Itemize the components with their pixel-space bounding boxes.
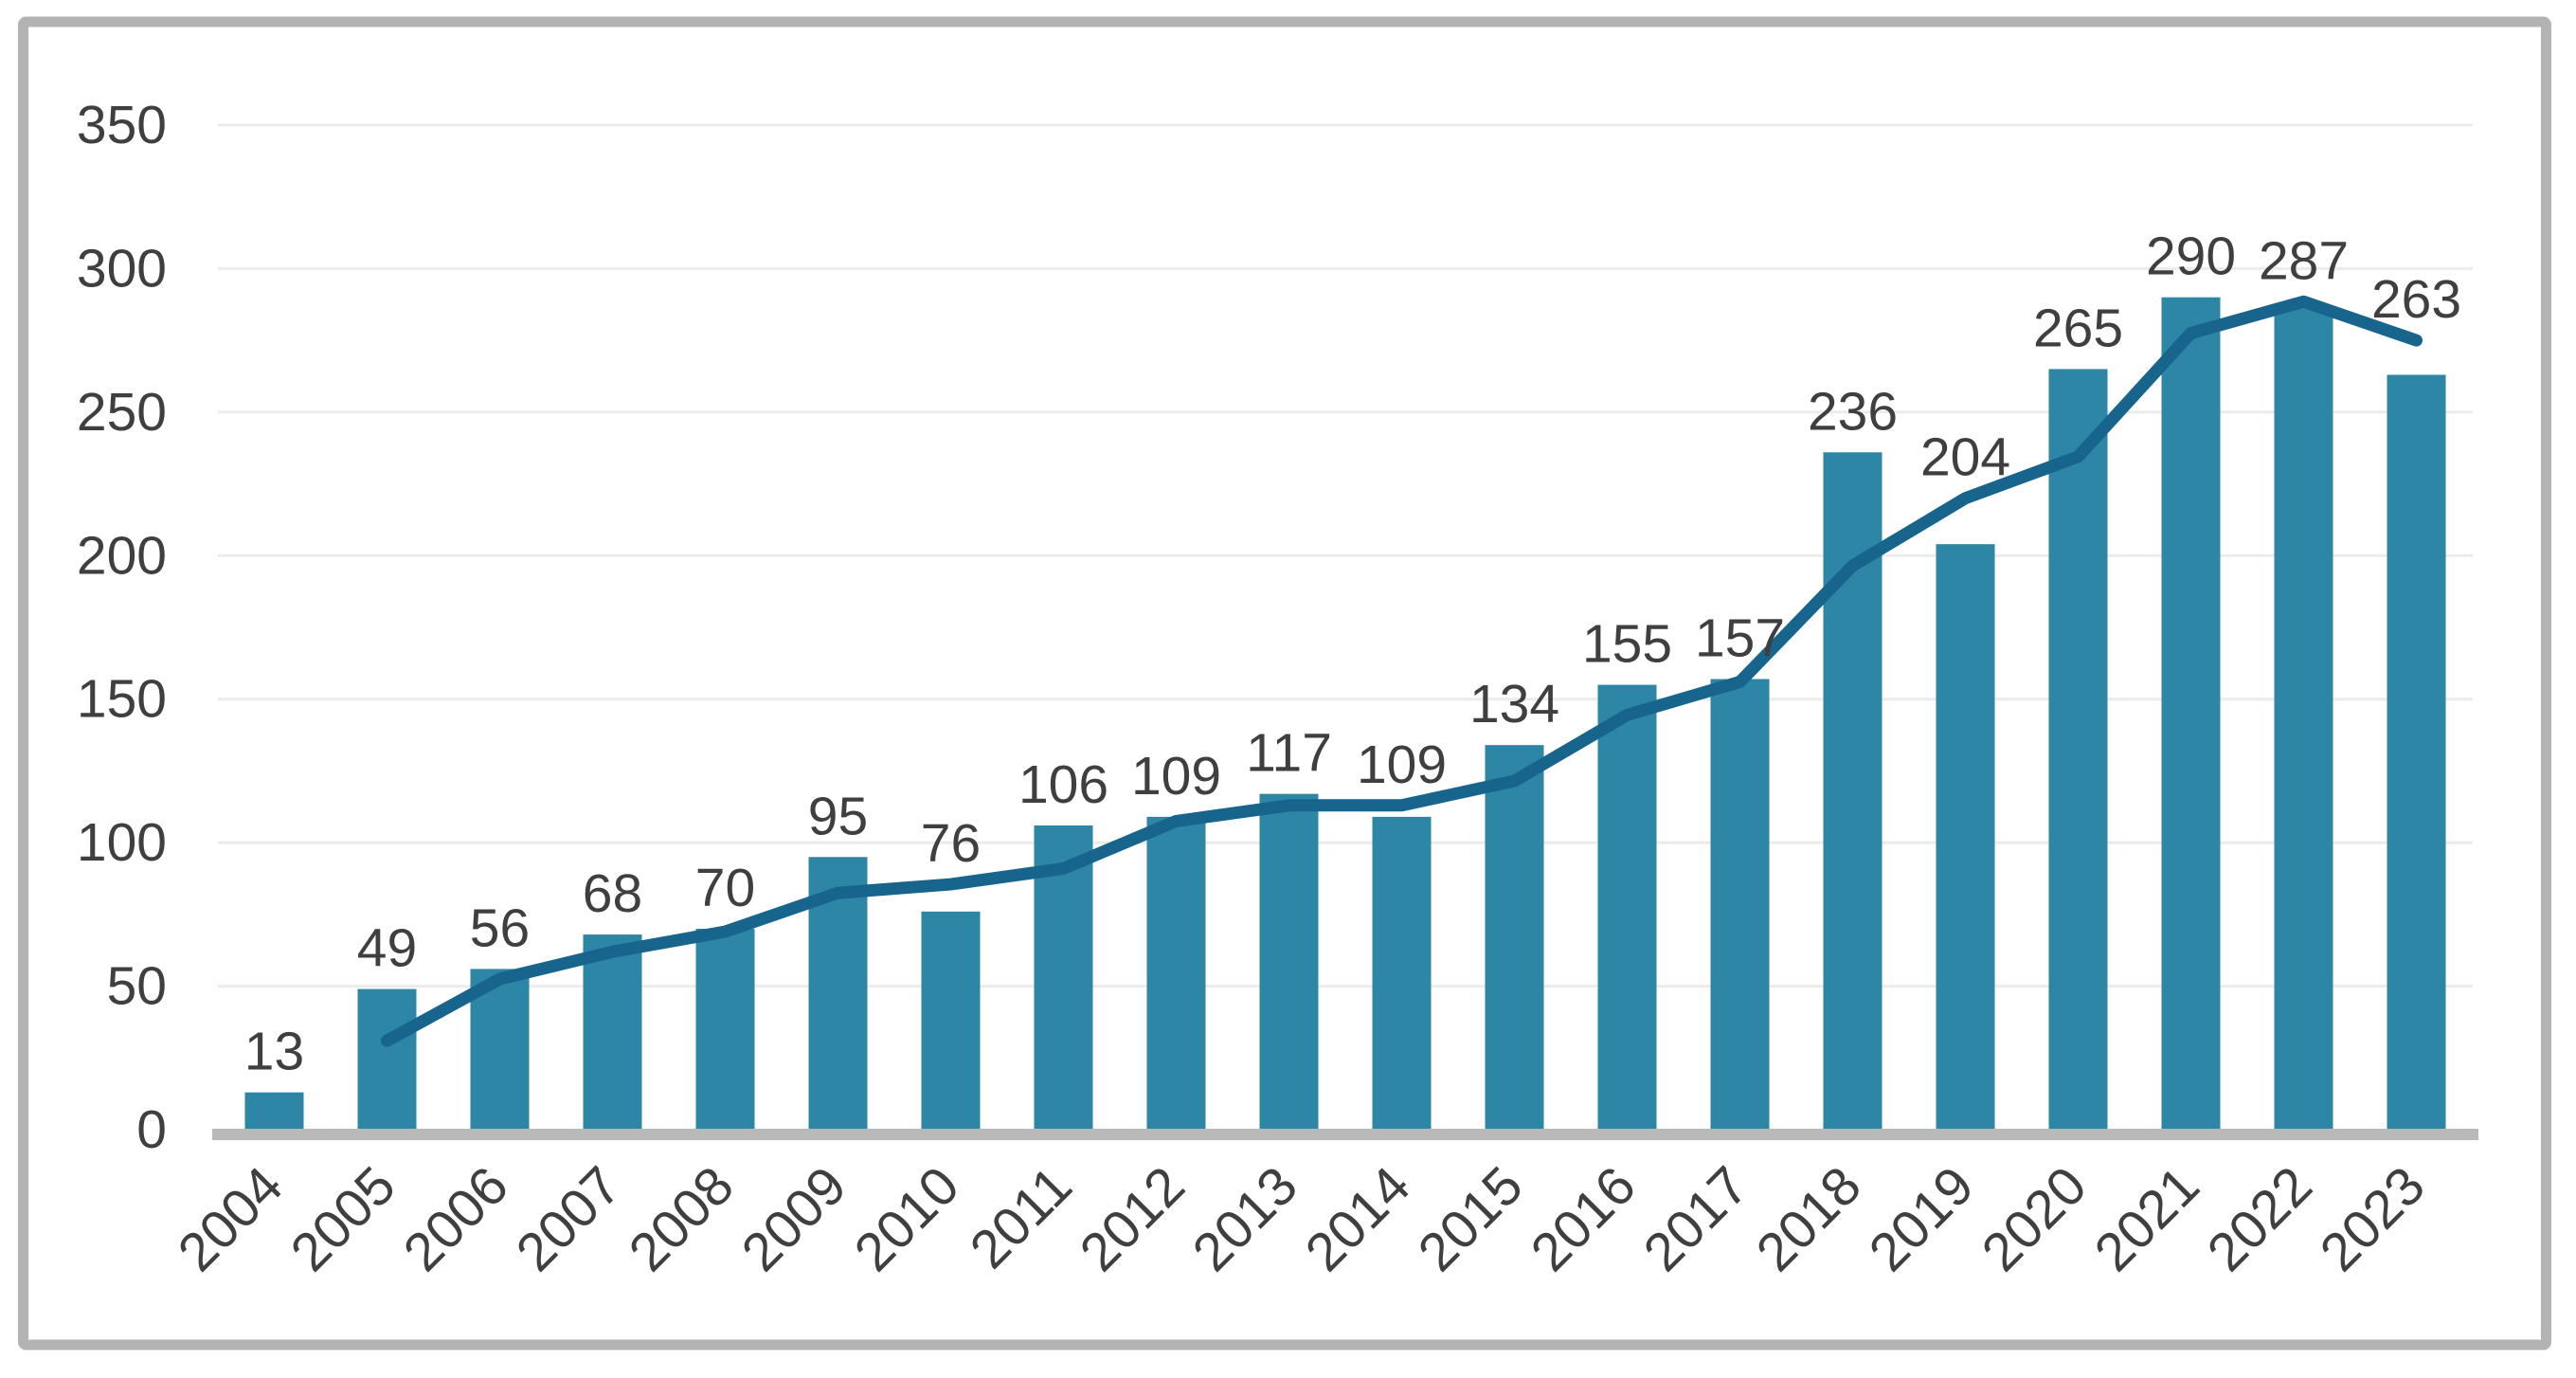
data-label-2023: 263 [2371,269,2461,330]
y-axis-tick-label: 50 [107,956,167,1017]
y-axis-tick-label: 0 [136,1099,167,1160]
trend-line [381,295,2423,1047]
y-axis-tick-label: 300 [77,238,167,299]
bar-2013 [1259,793,1319,1130]
data-label-2005: 49 [357,918,417,979]
y-axis-tick-label: 200 [77,525,167,586]
data-label-2018: 236 [1808,381,1898,442]
data-label-2019: 204 [1920,427,2010,488]
bar-2015 [1485,745,1544,1130]
bar-2004 [244,1092,304,1130]
chart-border-frame [18,16,2551,1351]
data-label-2016: 155 [1582,614,1672,675]
bar-2019 [1936,544,1995,1130]
data-label-2004: 13 [244,1022,304,1082]
data-label-2009: 95 [808,786,868,846]
bar-2012 [1146,816,1206,1130]
data-label-2011: 106 [1018,754,1108,815]
data-label-2006: 56 [470,898,530,958]
bar-2020 [2048,369,2108,1130]
data-label-2010: 76 [921,813,981,874]
bar-2010 [921,911,981,1130]
y-axis-tick-label: 100 [77,812,167,873]
data-label-2020: 265 [2033,298,2123,358]
y-axis-tick-label: 250 [77,382,167,443]
bar-2023 [2387,374,2446,1130]
data-label-2022: 287 [2259,230,2349,291]
bar-2017 [1710,679,1770,1130]
data-label-2012: 109 [1131,746,1221,807]
bar-2016 [1597,684,1657,1130]
data-label-2017: 157 [1695,608,1785,669]
bar-2007 [583,934,642,1130]
data-label-2007: 68 [583,863,642,924]
x-axis-line [212,1129,2478,1140]
bar-2014 [1372,816,1432,1130]
bar-2008 [695,929,755,1130]
data-label-2014: 109 [1357,734,1447,795]
data-label-2008: 70 [695,858,755,918]
y-axis-tick-label: 150 [77,669,167,730]
bar-2022 [2274,305,2333,1130]
y-axis-tick-label: 350 [77,95,167,155]
data-label-2015: 134 [1469,674,1559,734]
data-label-2013: 117 [1246,723,1332,784]
bar-2021 [2161,297,2221,1130]
data-label-2021: 290 [2146,227,2236,287]
bar-2005 [357,988,417,1130]
